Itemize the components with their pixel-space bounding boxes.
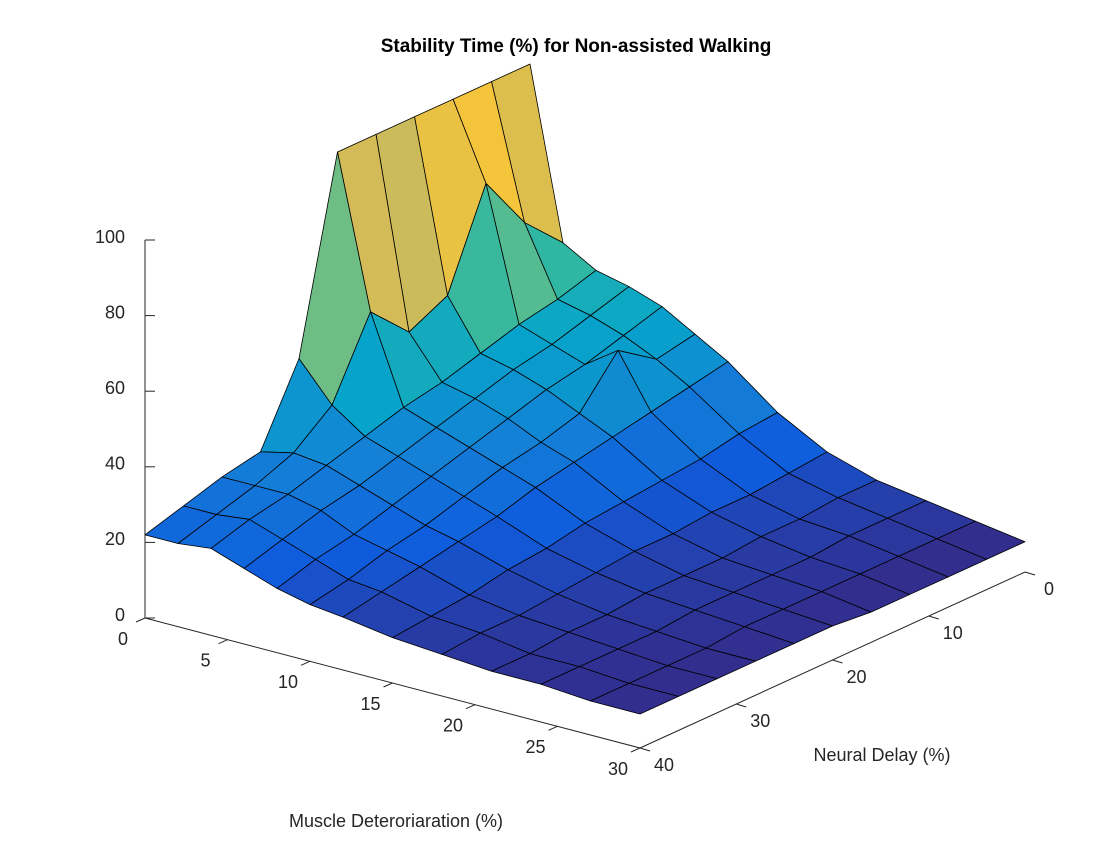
- y-axis-label: Neural Delay (%): [813, 745, 950, 765]
- chart-title: Stability Time (%) for Non-assisted Walk…: [381, 36, 772, 57]
- x-tick: [218, 639, 228, 645]
- x-tick-label: 10: [278, 672, 298, 692]
- y-tick: [928, 615, 939, 620]
- y-tick-label: 0: [1044, 579, 1054, 599]
- z-tick-label: 100: [95, 227, 125, 247]
- x-tick-label: 15: [360, 694, 380, 714]
- y-tick-label: 40: [654, 755, 674, 775]
- x-tick: [135, 617, 146, 623]
- x-tick-label: 20: [443, 715, 463, 735]
- x-tick: [383, 682, 393, 688]
- y-tick-label: 30: [750, 711, 770, 731]
- y-tick-label: 20: [846, 667, 866, 687]
- x-tick: [465, 704, 476, 710]
- x-tick-label: 0: [118, 629, 128, 649]
- surface-patch: [590, 682, 679, 715]
- z-tick-label: 40: [105, 454, 125, 474]
- x-tick: [548, 725, 558, 731]
- y-tick: [832, 659, 843, 664]
- y-tick: [736, 703, 747, 708]
- z-tick-label: 20: [105, 529, 125, 549]
- x-tick-label: 25: [525, 737, 545, 757]
- z-tick-label: 60: [105, 378, 125, 398]
- x-tick-label: 30: [608, 759, 628, 779]
- x-tick: [300, 660, 311, 666]
- x-tick: [630, 747, 641, 753]
- y-tick: [639, 747, 651, 752]
- z-tick-label: 80: [105, 302, 125, 322]
- y-tick: [1024, 571, 1036, 576]
- y-tick-label: 10: [943, 623, 963, 643]
- x-axis-label: Muscle Deteroriaration (%): [289, 811, 503, 831]
- z-tick-label: 0: [115, 605, 125, 625]
- x-tick-label: 5: [200, 650, 210, 670]
